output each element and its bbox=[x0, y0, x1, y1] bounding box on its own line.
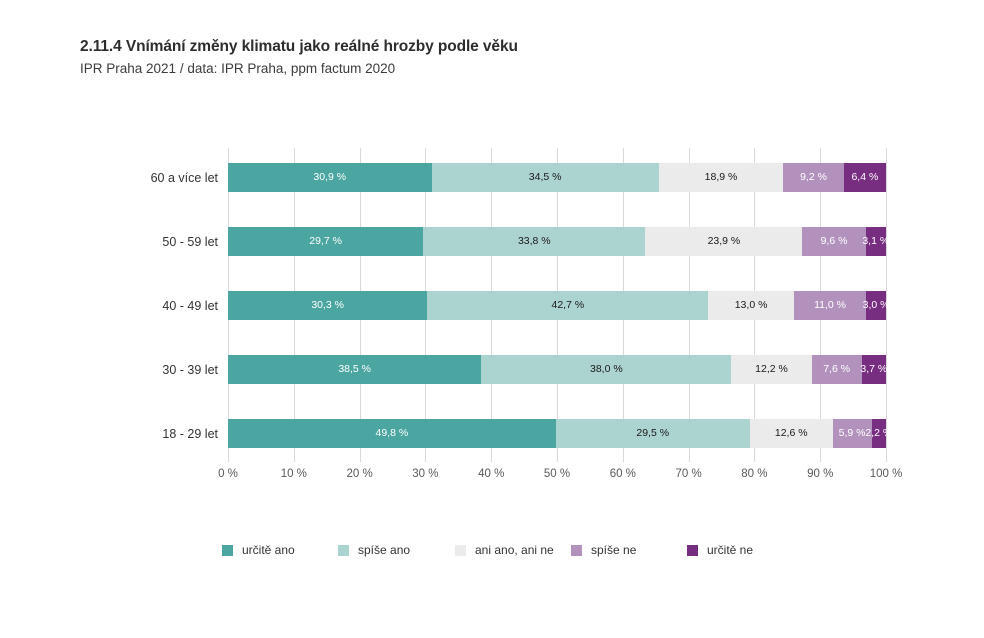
x-tick-label: 0 % bbox=[218, 468, 238, 480]
legend-item: spíše ano bbox=[338, 543, 410, 557]
legend-swatch bbox=[687, 544, 698, 556]
bar-row: 29,7 % 33,8 % 23,9 % 9,6 % 3,1 % bbox=[228, 227, 889, 256]
bar-segment: 42,7 % bbox=[427, 291, 709, 320]
bar-segment: 9,2 % bbox=[783, 163, 844, 192]
bar-segment: 5,9 % bbox=[832, 419, 872, 448]
gridline bbox=[886, 148, 887, 462]
bar-segment-label: 30,9 % bbox=[313, 171, 347, 184]
x-tick-label: 90 % bbox=[807, 468, 834, 480]
x-tick-label: 60 % bbox=[609, 468, 636, 480]
bar-segment-label: 12,6 % bbox=[774, 427, 808, 440]
x-tick-label: 20 % bbox=[346, 468, 373, 480]
bar-segment-label: 11,0 % bbox=[814, 299, 846, 312]
legend-swatch bbox=[571, 544, 582, 556]
legend-swatch bbox=[455, 544, 466, 556]
bar-segment-label: 49,8 % bbox=[375, 427, 409, 440]
bar-segment: 6,4 % bbox=[843, 163, 886, 192]
bar-segment-label: 7,6 % bbox=[823, 363, 851, 376]
chart-title: 2.11.4 Vnímání změny klimatu jako reálné… bbox=[80, 38, 518, 55]
bar-segment: 29,5 % bbox=[555, 419, 750, 448]
category-label: 60 a více let bbox=[150, 171, 218, 185]
bar-segment: 7,6 % bbox=[811, 355, 862, 384]
bar-segment: 49,8 % bbox=[228, 419, 556, 448]
category-label: 40 - 49 let bbox=[162, 299, 218, 313]
bar-row: 30,9 % 34,5 % 18,9 % 9,2 % 6,4 % bbox=[228, 163, 886, 192]
bar-segment: 9,6 % bbox=[802, 227, 866, 256]
bar-segment-label: 6,4 % bbox=[851, 171, 879, 184]
bar-segment: 12,2 % bbox=[731, 355, 812, 384]
bar-segment-label: 42,7 % bbox=[551, 299, 585, 312]
legend-item: určitě ano bbox=[222, 543, 295, 557]
bar-segment-label: 23,9 % bbox=[707, 235, 741, 248]
x-tick-label: 70 % bbox=[675, 468, 702, 480]
bar-segment-label: 9,6 % bbox=[820, 235, 848, 248]
bar-segment-label: 18,9 % bbox=[704, 171, 738, 184]
bar-segment: 13,0 % bbox=[708, 291, 794, 320]
bar-segment: 2,2 % bbox=[865, 419, 892, 448]
x-tick-label: 40 % bbox=[478, 468, 505, 480]
bar-segment-label: 9,2 % bbox=[800, 171, 827, 184]
legend-label: spíše ne bbox=[591, 543, 637, 557]
bar-segment: 11,0 % bbox=[793, 291, 867, 320]
legend-swatch bbox=[222, 544, 233, 556]
bar-segment-label: 12,2 % bbox=[755, 363, 788, 376]
x-tick-label: 30 % bbox=[412, 468, 439, 480]
bar-segment-label: 33,8 % bbox=[517, 235, 551, 248]
bar-segment-label: 38,5 % bbox=[338, 363, 372, 376]
x-tick-label: 80 % bbox=[741, 468, 768, 480]
bar-segment: 38,5 % bbox=[228, 355, 482, 384]
bar-row: 49,8 % 29,5 % 12,6 % 5,9 % 2,2 % bbox=[228, 419, 892, 448]
bar-segment: 34,5 % bbox=[431, 163, 659, 192]
bar-segment-label: 29,5 % bbox=[636, 427, 670, 440]
bar-segment: 30,3 % bbox=[228, 291, 428, 320]
legend-swatch bbox=[338, 544, 349, 556]
bar-segment-label: 30,3 % bbox=[311, 299, 345, 312]
bar-segment: 23,9 % bbox=[645, 227, 803, 256]
bar-segment: 3,7 % bbox=[860, 355, 888, 384]
bar-segment-label: 3,0 % bbox=[862, 299, 890, 312]
legend-label: ani ano, ani ne bbox=[475, 543, 554, 557]
bar-segment: 3,0 % bbox=[863, 291, 890, 320]
bar-segment-label: 34,5 % bbox=[528, 171, 562, 184]
category-label: 30 - 39 let bbox=[162, 363, 218, 377]
category-label: 18 - 29 let bbox=[162, 427, 218, 441]
bar-segment-label: 3,7 % bbox=[860, 363, 888, 376]
bar-segment-label: 3,1 % bbox=[862, 235, 890, 248]
bar-segment-label: 13,0 % bbox=[734, 299, 768, 312]
chart-subtitle: IPR Praha 2021 / data: IPR Praha, ppm fa… bbox=[80, 61, 396, 76]
x-tick-label: 10 % bbox=[280, 468, 307, 480]
bar-segment: 38,0 % bbox=[481, 355, 732, 384]
bar-segment: 18,9 % bbox=[658, 163, 784, 192]
bar-segment-label: 38,0 % bbox=[589, 363, 623, 376]
legend-label: spíše ano bbox=[358, 543, 411, 557]
legend-label: určitě ano bbox=[242, 543, 295, 557]
legend-item: spíše ne bbox=[571, 543, 636, 557]
bar-segment-label: 29,7 % bbox=[309, 235, 342, 248]
legend-item: určitě ne bbox=[687, 543, 753, 557]
legend-item: ani ano, ani ne bbox=[455, 543, 554, 557]
bar-row: 30,3 % 42,7 % 13,0 % 11,0 % 3,0 % bbox=[228, 291, 890, 320]
bar-segment: 33,8 % bbox=[423, 227, 646, 256]
bar-segment: 3,1 % bbox=[862, 227, 889, 256]
bar-segment: 30,9 % bbox=[228, 163, 432, 192]
bar-segment: 29,7 % bbox=[228, 227, 424, 256]
bar-segment-label: 2,2 % bbox=[865, 427, 893, 440]
bar-segment-label: 5,9 % bbox=[838, 427, 866, 440]
x-tick-label: 100 % bbox=[869, 468, 903, 480]
legend-label: určitě ne bbox=[707, 543, 754, 557]
x-tick-label: 50 % bbox=[543, 468, 571, 480]
bar-segment: 12,6 % bbox=[749, 419, 833, 448]
category-label: 50 - 59 let bbox=[162, 235, 218, 249]
bar-row: 38,5 % 38,0 % 12,2 % 7,6 % 3,7 % bbox=[228, 355, 888, 384]
